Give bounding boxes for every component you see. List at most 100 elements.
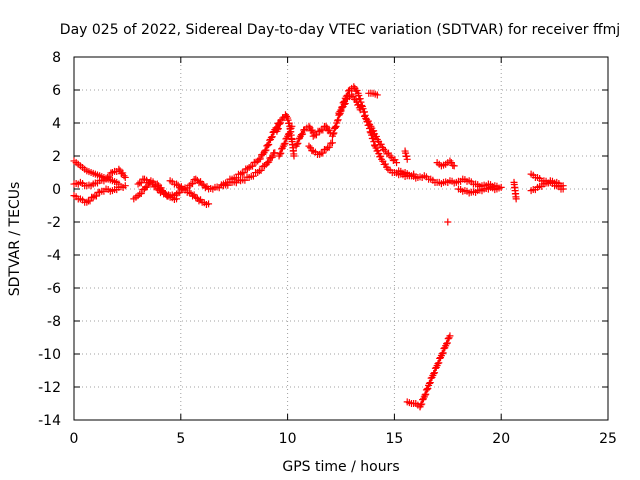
data-point bbox=[195, 179, 203, 187]
y-tick-label: -4 bbox=[47, 248, 61, 264]
data-point bbox=[265, 158, 273, 166]
data-point bbox=[340, 100, 348, 108]
y-tick-label: -6 bbox=[47, 281, 61, 297]
data-point bbox=[185, 188, 193, 196]
data-point bbox=[259, 150, 267, 158]
data-point bbox=[294, 139, 302, 147]
y-tick-label: 6 bbox=[52, 83, 61, 99]
data-point bbox=[325, 143, 333, 151]
chart-title: Day 025 of 2022, Sidereal Day-to-day VTE… bbox=[60, 22, 620, 38]
data-point bbox=[331, 123, 339, 131]
data-point bbox=[443, 339, 451, 347]
data-point bbox=[274, 125, 282, 133]
data-point bbox=[446, 332, 454, 340]
data-point bbox=[435, 359, 443, 367]
data-point bbox=[288, 122, 296, 130]
x-tick-label: 20 bbox=[492, 431, 510, 447]
series-arc-19 bbox=[433, 157, 458, 170]
data-point bbox=[189, 192, 197, 200]
data-point bbox=[337, 107, 345, 115]
data-point bbox=[121, 182, 129, 190]
data-point bbox=[257, 166, 265, 174]
data-point bbox=[275, 120, 283, 128]
data-point bbox=[153, 185, 161, 193]
data-point bbox=[438, 350, 446, 358]
data-point bbox=[497, 183, 505, 191]
data-point bbox=[426, 379, 434, 387]
series-arc-20 bbox=[444, 218, 452, 226]
series-arc-14 bbox=[335, 91, 364, 117]
data-point bbox=[373, 91, 381, 99]
data-point bbox=[334, 116, 342, 124]
data-point bbox=[348, 91, 356, 99]
data-point bbox=[195, 197, 203, 205]
series-arc-17 bbox=[401, 147, 411, 163]
x-tick-label: 5 bbox=[176, 431, 185, 447]
y-tick-label: 0 bbox=[52, 182, 61, 198]
y-tick-label: -2 bbox=[47, 215, 61, 231]
series-arc-21 bbox=[454, 183, 501, 197]
data-point bbox=[89, 193, 97, 201]
data-point bbox=[305, 142, 313, 150]
data-point bbox=[316, 150, 324, 158]
data-point bbox=[83, 198, 91, 206]
data-point bbox=[319, 149, 327, 157]
y-axis-label: SDTVAR / TECUs bbox=[7, 182, 23, 297]
data-point bbox=[322, 122, 330, 130]
series-arc-15 bbox=[360, 112, 401, 167]
data-point bbox=[422, 386, 430, 394]
data-point bbox=[430, 369, 438, 377]
series-arc-12 bbox=[309, 122, 334, 140]
data-point bbox=[329, 130, 337, 138]
data-point bbox=[377, 152, 385, 160]
data-point bbox=[421, 391, 429, 399]
data-point bbox=[268, 153, 276, 161]
data-point bbox=[284, 130, 292, 138]
y-tick-label: 8 bbox=[52, 50, 61, 66]
data-point bbox=[417, 401, 425, 409]
data-point bbox=[249, 162, 257, 170]
data-point bbox=[341, 100, 349, 108]
x-axis-label: GPS time / hours bbox=[282, 459, 399, 475]
x-tick-label: 25 bbox=[599, 431, 617, 447]
series-arc-9 bbox=[275, 122, 296, 160]
series-arc-10 bbox=[292, 122, 317, 150]
data-point bbox=[281, 139, 289, 147]
data-point bbox=[276, 119, 284, 127]
data-point bbox=[393, 159, 401, 167]
data-point bbox=[285, 129, 293, 137]
data-point bbox=[368, 131, 376, 139]
data-point bbox=[267, 134, 275, 142]
data-point bbox=[380, 145, 388, 153]
data-point bbox=[381, 160, 389, 168]
data-point bbox=[333, 117, 341, 125]
data-point bbox=[370, 127, 378, 135]
data-point bbox=[443, 340, 451, 348]
data-point bbox=[134, 180, 142, 188]
data-point bbox=[274, 125, 282, 133]
data-point bbox=[450, 162, 458, 170]
data-point bbox=[444, 218, 452, 226]
data-point bbox=[364, 117, 372, 125]
data-point bbox=[105, 173, 113, 181]
data-point bbox=[192, 193, 200, 201]
data-point bbox=[157, 189, 165, 197]
series-arc-6 bbox=[166, 149, 279, 193]
series-arc-2 bbox=[70, 165, 129, 190]
x-tick-label: 15 bbox=[385, 431, 403, 447]
data-point bbox=[92, 192, 100, 200]
y-tick-label: -14 bbox=[38, 413, 61, 429]
data-point bbox=[121, 173, 129, 181]
data-point bbox=[173, 190, 181, 198]
data-point bbox=[328, 139, 336, 147]
data-point bbox=[189, 180, 197, 188]
data-point bbox=[232, 174, 240, 182]
data-point bbox=[512, 195, 520, 203]
data-point bbox=[143, 183, 151, 191]
y-tick-label: -12 bbox=[38, 380, 61, 396]
data-point bbox=[256, 155, 264, 163]
data-point bbox=[198, 180, 206, 188]
data-point bbox=[434, 360, 442, 368]
data-point bbox=[446, 157, 454, 165]
data-point bbox=[355, 101, 363, 109]
